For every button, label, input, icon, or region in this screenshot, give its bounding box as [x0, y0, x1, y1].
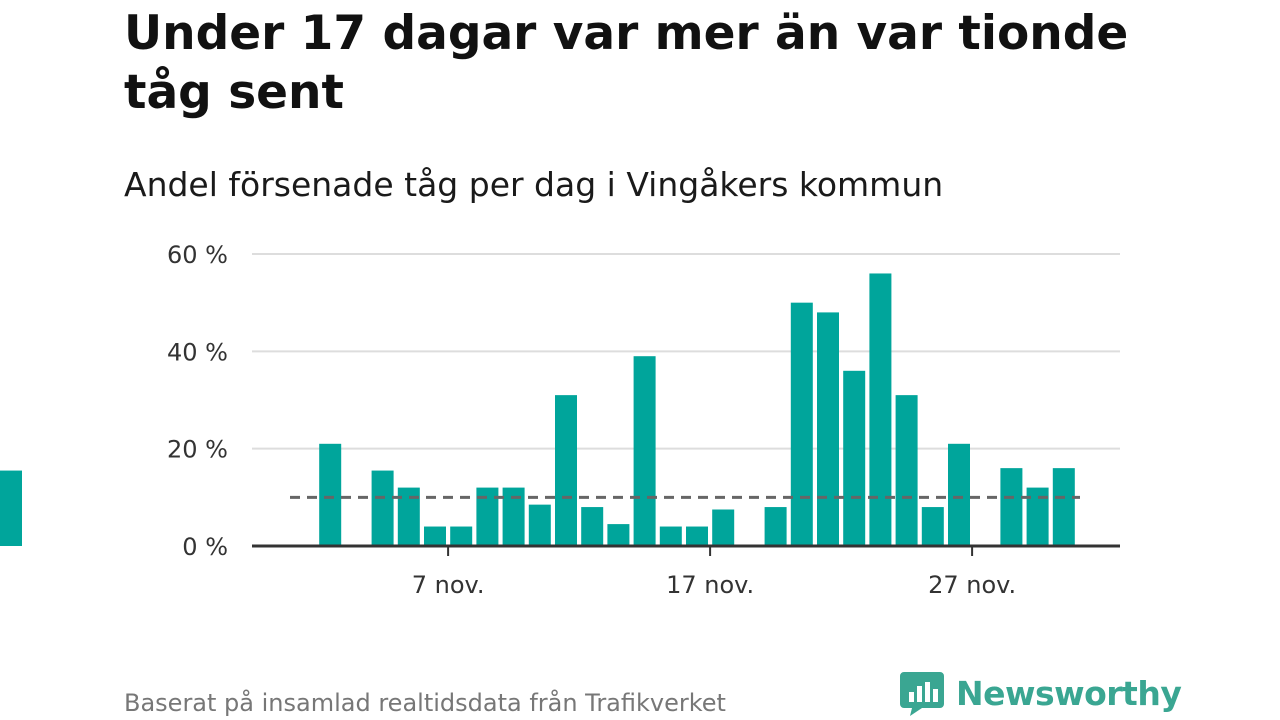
- bar: [843, 370, 866, 546]
- tick-labels: 0 % 20 % 40 % 60 % 7 nov. 17 nov. 27 nov.: [167, 241, 1016, 599]
- bar: [686, 526, 708, 546]
- bar: [0, 470, 22, 546]
- y-tick-label: 40 %: [167, 338, 228, 366]
- bar: [948, 443, 970, 546]
- bar: [502, 487, 525, 546]
- grid-lines: [252, 253, 1120, 450]
- bar: [319, 443, 342, 546]
- bar: [1000, 468, 1023, 546]
- bar: [581, 507, 604, 546]
- bar: [1052, 468, 1075, 546]
- x-tick-label: 17 nov.: [666, 571, 754, 599]
- bar: [895, 395, 918, 546]
- bar: [450, 526, 473, 546]
- bar-chart: 0 % 20 % 40 % 60 % 7 nov. 17 nov. 27 nov.: [0, 241, 1120, 599]
- bar: [528, 504, 551, 546]
- bar: [371, 470, 394, 546]
- x-tick-label: 7 nov.: [412, 571, 485, 599]
- chart-title: Under 17 dagar var mer än var tionde tåg…: [124, 6, 1129, 120]
- bar: [397, 487, 420, 546]
- bar: [424, 526, 446, 546]
- x-axis: [252, 544, 1120, 556]
- source-note: Baserat på insamlad realtidsdata från Tr…: [124, 689, 726, 717]
- bar: [555, 395, 577, 546]
- bar: [476, 487, 499, 546]
- bar: [633, 356, 656, 546]
- bar: [869, 273, 892, 546]
- y-tick-label: 0 %: [182, 533, 228, 561]
- x-tick-label: 27 nov.: [928, 571, 1016, 599]
- bar: [790, 302, 813, 546]
- bar: [921, 507, 944, 546]
- y-tick-label: 20 %: [167, 436, 228, 464]
- bar: [712, 509, 735, 546]
- brand-name: Newsworthy: [956, 673, 1182, 713]
- chart-subtitle: Andel försenade tåg per dag i Vingåkers …: [124, 165, 944, 204]
- bar: [764, 507, 787, 546]
- newsworthy-logo-icon: [900, 672, 944, 716]
- bar-series: [0, 273, 1075, 546]
- y-tick-label: 60 %: [167, 241, 228, 269]
- bar: [1026, 487, 1049, 546]
- bar: [607, 524, 630, 546]
- brand-logo[interactable]: Newsworthy: [900, 668, 1182, 718]
- bar: [817, 312, 839, 546]
- bar: [659, 526, 682, 546]
